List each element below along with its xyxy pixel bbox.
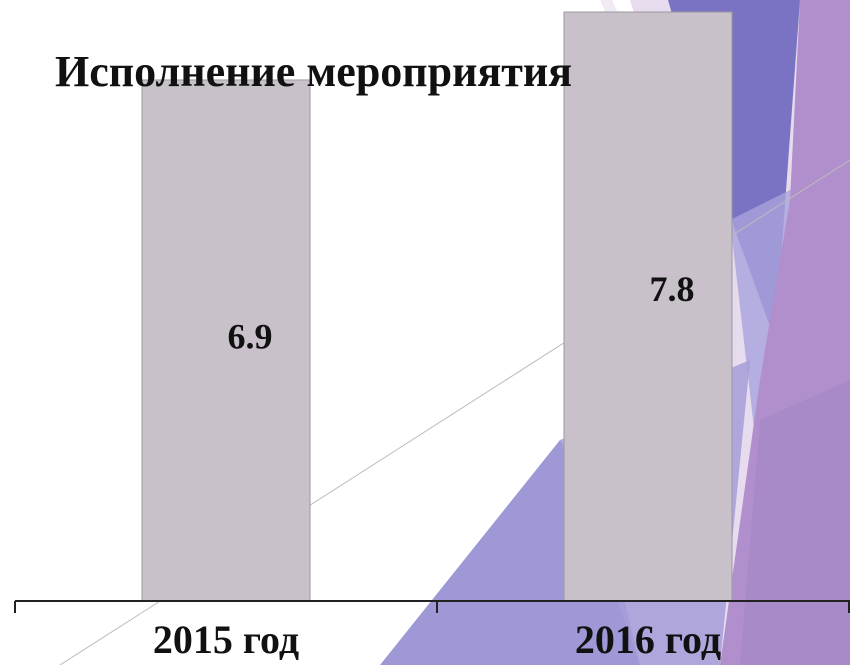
chart-title: Исполнение мероприятия: [55, 47, 572, 96]
bar: [141, 79, 311, 602]
decor-shape: [740, 380, 850, 665]
data-label: 6.9: [228, 317, 273, 357]
x-tick-label: 2016 год: [575, 617, 721, 662]
x-tick-label: 2015 год: [153, 617, 299, 662]
plot: 6.9 7.8: [141, 11, 733, 602]
bar: [563, 11, 733, 602]
data-label: 7.8: [650, 269, 695, 309]
